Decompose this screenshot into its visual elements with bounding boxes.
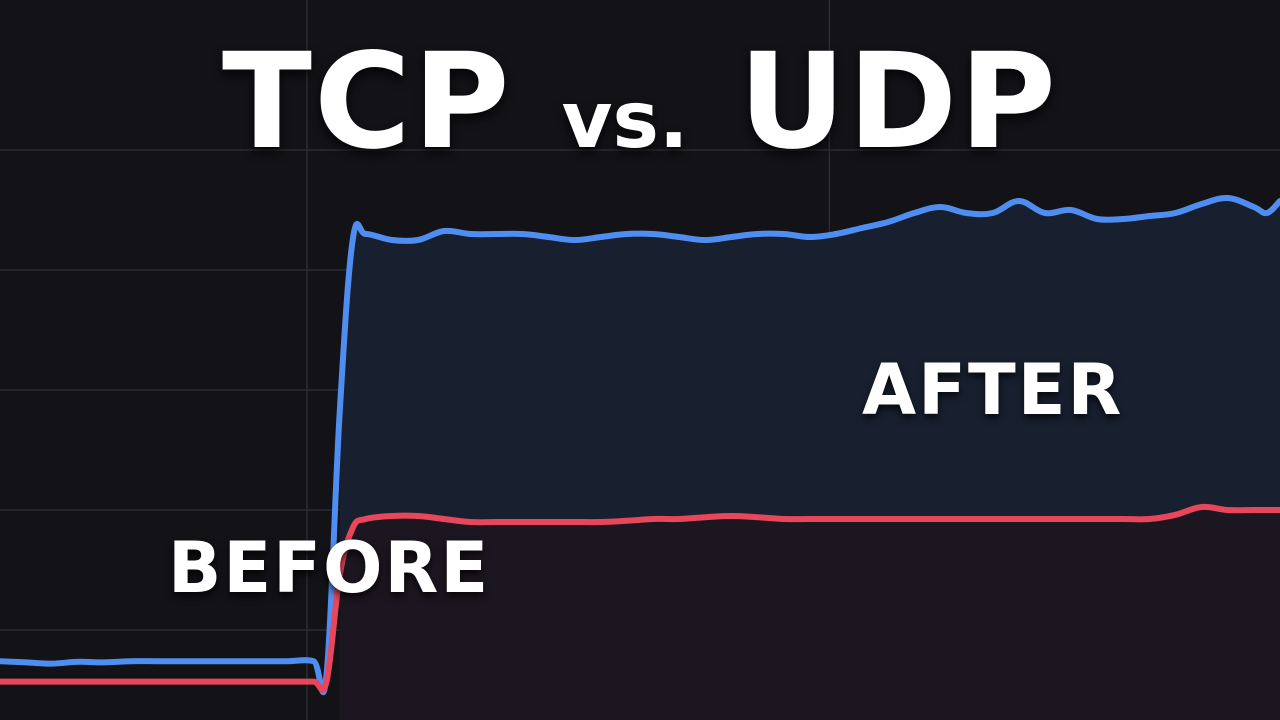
chart-title: TCP vs. UDP bbox=[0, 22, 1280, 182]
annotation-after: AFTER bbox=[862, 349, 1124, 431]
series-fills bbox=[339, 197, 1280, 720]
title-udp: UDP bbox=[738, 25, 1059, 179]
series-line-upper bbox=[0, 194, 1280, 696]
series-lines bbox=[0, 194, 1280, 696]
title-tcp: TCP bbox=[221, 25, 512, 179]
annotation-before: BEFORE bbox=[168, 527, 491, 609]
series-line-lower bbox=[0, 503, 1280, 693]
series-area-lower bbox=[339, 506, 1280, 720]
title-vs: vs. bbox=[561, 76, 689, 166]
